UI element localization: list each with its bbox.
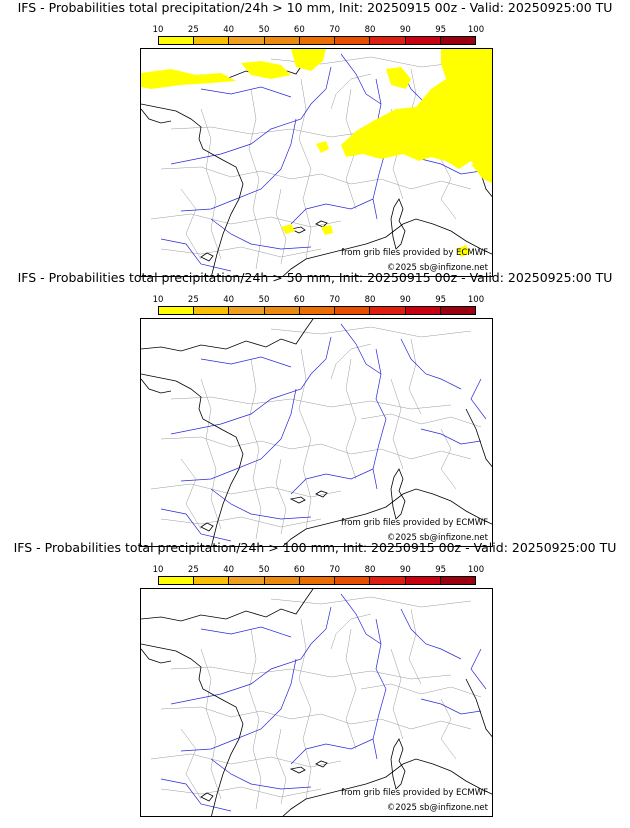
colorbar-swatches xyxy=(158,36,476,45)
colorbar-labels: 10 25 40 50 60 70 80 90 95 100 xyxy=(153,565,485,575)
colorbar-swatch xyxy=(370,577,406,584)
credit-copyright: ©2025 sb@infizone.net xyxy=(386,533,488,543)
colorbar-swatch xyxy=(405,577,441,584)
panel-title: IFS - Probabilities total precipitation/… xyxy=(13,540,617,555)
colorbar-tick-label: 80 xyxy=(364,25,376,35)
colorbar-tick-label: 10 xyxy=(152,565,164,575)
map-frame: from grib files provided by ECMWF ©2025 … xyxy=(140,318,493,547)
colorbar-swatch xyxy=(264,307,300,314)
colorbar-tick-label: 60 xyxy=(293,565,305,575)
credit-source: from grib files provided by ECMWF xyxy=(341,248,488,258)
colorbar-swatch xyxy=(440,307,475,314)
colorbar-swatches xyxy=(158,306,476,315)
colorbar-tick-label: 90 xyxy=(399,565,411,575)
colorbar-tick-label: 95 xyxy=(435,565,447,575)
colorbar-tick-label: 40 xyxy=(223,565,235,575)
colorbar-swatch xyxy=(264,577,300,584)
forecast-panel-10mm: IFS - Probabilities total precipitation/… xyxy=(0,0,630,277)
colorbar-tick-label: 60 xyxy=(293,295,305,305)
forecast-panel-50mm: IFS - Probabilities total precipitation/… xyxy=(0,270,630,547)
colorbar-swatch xyxy=(370,37,406,44)
colorbar-swatches xyxy=(158,576,476,585)
colorbar-tick-label: 70 xyxy=(329,295,341,305)
colorbar-tick-label: 25 xyxy=(187,565,199,575)
map-svg xyxy=(141,319,492,546)
colorbar-tick-label: 50 xyxy=(258,25,270,35)
colorbar-tick-label: 100 xyxy=(467,295,485,305)
map-svg xyxy=(141,589,492,816)
panel-title: IFS - Probabilities total precipitation/… xyxy=(17,270,613,285)
colorbar-tick-label: 80 xyxy=(364,565,376,575)
colorbar-tick-label: 40 xyxy=(223,25,235,35)
colorbar-tick-label: 10 xyxy=(152,295,164,305)
credit-source: from grib files provided by ECMWF xyxy=(341,518,488,528)
colorbar-tick-label: 40 xyxy=(223,295,235,305)
colorbar-swatch xyxy=(194,37,230,44)
colorbar-swatch xyxy=(299,307,336,314)
colorbar-tick-label: 50 xyxy=(258,565,270,575)
colorbar-tick-label: 100 xyxy=(467,565,485,575)
colorbar-swatch xyxy=(405,307,441,314)
map-frame: from grib files provided by ECMWF ©2025 … xyxy=(140,588,493,817)
colorbar-swatch xyxy=(335,577,371,584)
colorbar-tick-label: 70 xyxy=(329,565,341,575)
colorbar-swatch xyxy=(229,577,265,584)
colorbar-tick-label: 100 xyxy=(467,25,485,35)
colorbar-swatch xyxy=(299,37,336,44)
precip-overlay xyxy=(141,49,492,257)
colorbar-labels: 10 25 40 50 60 70 80 90 95 100 xyxy=(153,295,485,305)
forecast-panel-100mm: IFS - Probabilities total precipitation/… xyxy=(0,540,630,817)
colorbar-swatch xyxy=(405,37,441,44)
colorbar-tick-label: 50 xyxy=(258,295,270,305)
colorbar-tick-label: 10 xyxy=(152,25,164,35)
colorbar-labels: 10 25 40 50 60 70 80 90 95 100 xyxy=(153,25,485,35)
colorbar-swatch xyxy=(229,307,265,314)
colorbar-tick-label: 60 xyxy=(293,25,305,35)
colorbar-tick-label: 95 xyxy=(435,25,447,35)
colorbar-tick-label: 90 xyxy=(399,295,411,305)
colorbar-swatch xyxy=(194,577,230,584)
colorbar-swatch xyxy=(335,307,371,314)
map-frame: from grib files provided by ECMWF ©2025 … xyxy=(140,48,493,277)
panel-title: IFS - Probabilities total precipitation/… xyxy=(17,0,613,15)
colorbar-swatch xyxy=(229,37,265,44)
colorbar-swatch xyxy=(440,37,475,44)
colorbar: 10 25 40 50 60 70 80 90 95 100 xyxy=(153,565,485,585)
colorbar-tick-label: 25 xyxy=(187,25,199,35)
colorbar-tick-label: 70 xyxy=(329,25,341,35)
colorbar-swatch xyxy=(335,37,371,44)
colorbar-swatch xyxy=(159,577,195,584)
colorbar-swatch xyxy=(159,37,195,44)
colorbar: 10 25 40 50 60 70 80 90 95 100 xyxy=(153,295,485,315)
colorbar-tick-label: 90 xyxy=(399,25,411,35)
colorbar-swatch xyxy=(299,577,336,584)
colorbar-tick-label: 80 xyxy=(364,295,376,305)
colorbar-swatch xyxy=(159,307,195,314)
colorbar: 10 25 40 50 60 70 80 90 95 100 xyxy=(153,25,485,45)
colorbar-swatch xyxy=(194,307,230,314)
colorbar-swatch xyxy=(440,577,475,584)
colorbar-tick-label: 25 xyxy=(187,295,199,305)
credit-source: from grib files provided by ECMWF xyxy=(341,788,488,798)
colorbar-swatch xyxy=(370,307,406,314)
colorbar-swatch xyxy=(264,37,300,44)
colorbar-tick-label: 95 xyxy=(435,295,447,305)
credit-copyright: ©2025 sb@infizone.net xyxy=(386,803,488,813)
credit-copyright: ©2025 sb@infizone.net xyxy=(386,263,488,273)
